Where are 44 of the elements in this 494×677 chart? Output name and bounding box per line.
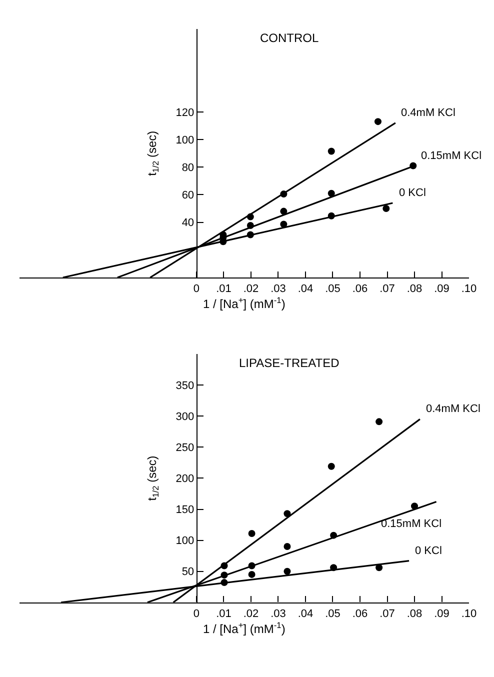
- chart-title: LIPASE-TREATED: [239, 356, 340, 370]
- x-tick-label: .05: [325, 282, 340, 295]
- x-tick-label: .01: [216, 282, 232, 295]
- series-label: 0.4mM KCl: [426, 403, 480, 415]
- y-tick-label: 100: [176, 535, 194, 548]
- series-label: 0.15mM KCl: [421, 150, 482, 162]
- x-tick-label: .01: [216, 608, 232, 620]
- chart-title: CONTROL: [260, 31, 319, 45]
- x-tick-label: .02: [243, 608, 259, 620]
- series-label: 0 KCl: [415, 545, 442, 557]
- x-tick-label: .02: [243, 282, 259, 295]
- y-tick-label: 100: [176, 134, 194, 146]
- series-label: 0.15mM KCl: [381, 518, 442, 530]
- x-tick-label: .09: [434, 282, 450, 295]
- x-tick-label: .03: [270, 608, 286, 620]
- x-axis-title: 1 / [Na$^{+}$] (mM$^{-1}$): [202, 294, 286, 311]
- y-tick-label: 60: [182, 190, 194, 202]
- x-tick-label: .06: [352, 282, 368, 295]
- x-tick-label: .06: [352, 608, 368, 620]
- x-tick-label: .05: [325, 608, 340, 620]
- y-tick-label: 40: [182, 217, 194, 230]
- x-tick-label: 0: [193, 282, 200, 295]
- y-tick-label: 80: [182, 162, 194, 174]
- x-tick-label: .04: [298, 282, 314, 295]
- x-tick-label: .08: [406, 608, 422, 620]
- x-tick-label: .07: [380, 282, 395, 295]
- x-tick-label: .09: [434, 608, 450, 620]
- x-tick-label: .10: [461, 282, 477, 295]
- x-tick-label: .10: [461, 608, 477, 620]
- y-tick-label: 120: [176, 106, 194, 119]
- x-tick-label: .04: [298, 608, 314, 620]
- x-tick-label: .07: [380, 608, 395, 620]
- y-tick-label: 200: [176, 473, 194, 486]
- y-tick-label: 350: [176, 380, 194, 392]
- y-tick-label: 250: [176, 442, 194, 454]
- y-tick-label: 150: [176, 504, 194, 516]
- y-tick-label: 300: [176, 410, 194, 423]
- y-tick-label: 50: [182, 566, 194, 578]
- x-axis-title: 1 / [Na$^{+}$] (mM$^{-1}$): [202, 620, 286, 636]
- series-label: 0.4mM KCl: [401, 107, 456, 119]
- x-tick-label: .03: [270, 282, 286, 295]
- series-label: 0 KCl: [399, 187, 426, 199]
- x-tick-label: 0: [193, 608, 200, 620]
- x-tick-label: .08: [406, 282, 422, 295]
